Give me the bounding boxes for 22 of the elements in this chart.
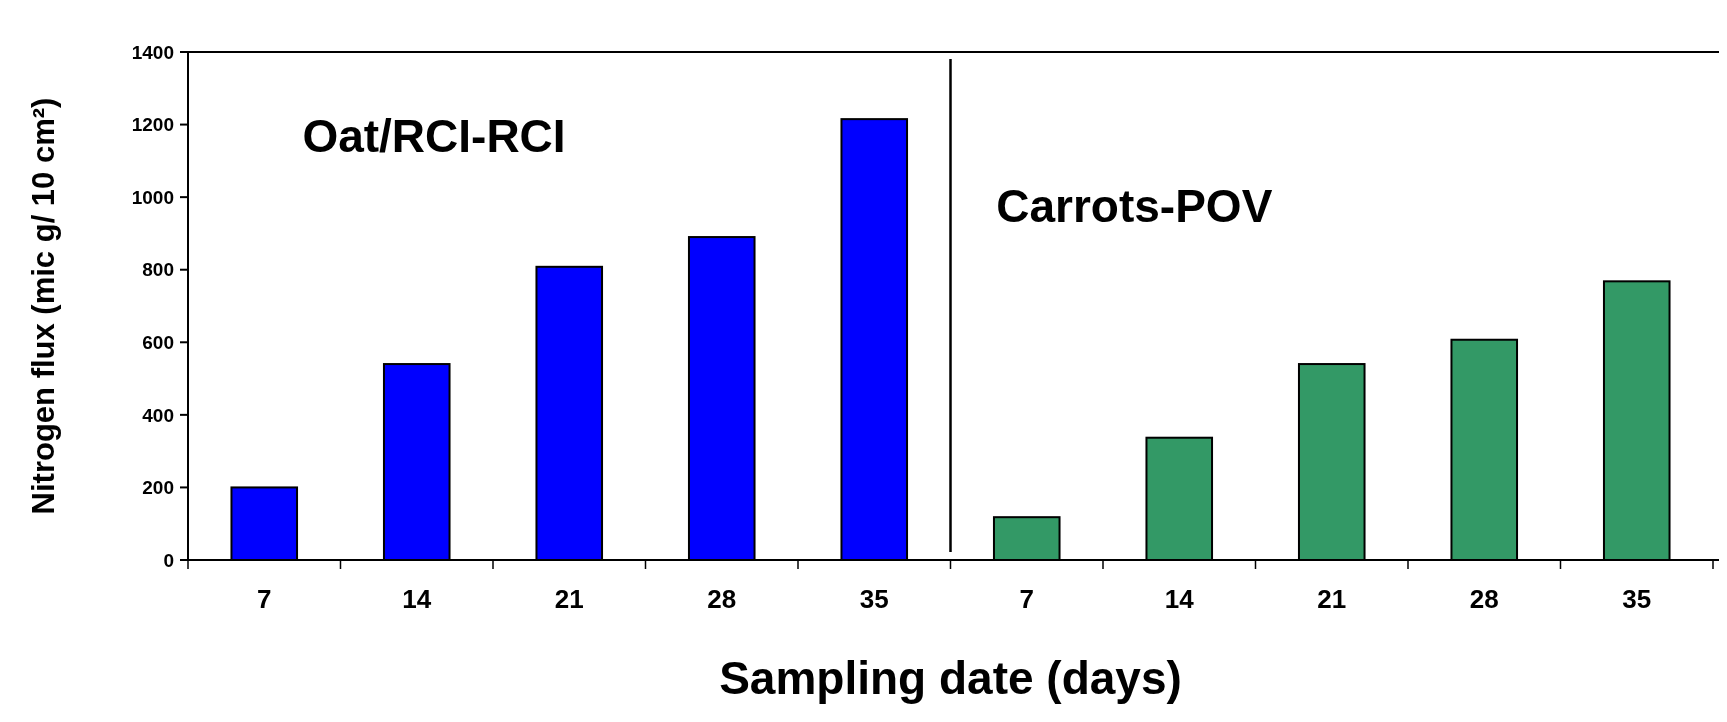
annotation: Carrots-POV bbox=[996, 180, 1273, 232]
y-tick-label: 400 bbox=[142, 404, 174, 426]
annotation: Oat/RCI-RCI bbox=[302, 110, 566, 162]
x-tick-label: 7 bbox=[1019, 584, 1034, 614]
y-tick-label: 800 bbox=[142, 259, 174, 281]
x-tick-label: 14 bbox=[402, 584, 432, 614]
x-tick-label: 35 bbox=[1622, 584, 1652, 614]
y-axis-title: Nitrogen flux (mic g/ 10 cm²) bbox=[26, 97, 61, 515]
x-axis-title: Sampling date (days) bbox=[719, 652, 1182, 704]
x-tick-label: 28 bbox=[707, 584, 737, 614]
x-tick-label: 14 bbox=[1164, 584, 1195, 614]
y-tick-label: 1200 bbox=[131, 114, 174, 136]
y-tick-label: 0 bbox=[163, 549, 174, 571]
x-tick-label: 28 bbox=[1469, 584, 1499, 614]
x-tick-label: 35 bbox=[859, 584, 889, 614]
y-tick-label: 200 bbox=[142, 477, 174, 499]
y-tick-label: 600 bbox=[142, 331, 174, 353]
x-tick-label: 21 bbox=[554, 584, 584, 614]
x-tick-label: 7 bbox=[257, 584, 272, 614]
y-tick-label: 1400 bbox=[131, 41, 174, 63]
y-tick-label: 1000 bbox=[131, 186, 174, 208]
x-tick-label: 21 bbox=[1317, 584, 1347, 614]
